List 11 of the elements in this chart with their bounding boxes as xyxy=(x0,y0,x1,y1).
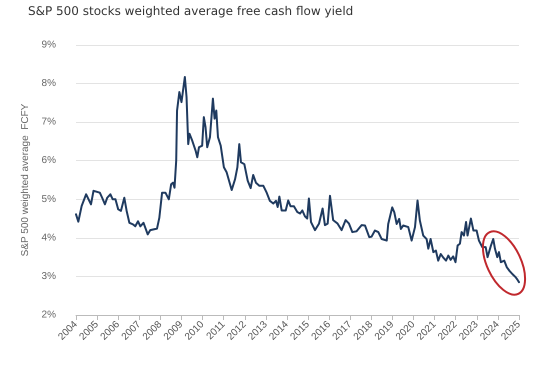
y-axis-title: S&P 500 weighted average FCFY xyxy=(20,103,32,256)
line-series xyxy=(75,76,520,284)
y-tick-label: 9% xyxy=(42,40,56,50)
y-tick-label: 7% xyxy=(42,116,56,128)
y-tick-label: 3% xyxy=(42,270,56,282)
y-tick-label: 5% xyxy=(42,194,56,205)
y-tick-label: 8% xyxy=(42,78,56,90)
y-tick-label: 2% xyxy=(42,310,56,320)
chart-title: S&P 500 stocks weighted average free cash flow yield xyxy=(28,4,354,18)
y-tick-label: 4% xyxy=(42,232,56,244)
y-tick-label: 6% xyxy=(42,155,56,166)
